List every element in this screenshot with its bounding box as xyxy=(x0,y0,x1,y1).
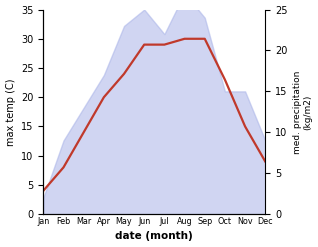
Y-axis label: med. precipitation
(kg/m2): med. precipitation (kg/m2) xyxy=(293,70,313,154)
X-axis label: date (month): date (month) xyxy=(115,231,193,242)
Y-axis label: max temp (C): max temp (C) xyxy=(5,78,16,145)
